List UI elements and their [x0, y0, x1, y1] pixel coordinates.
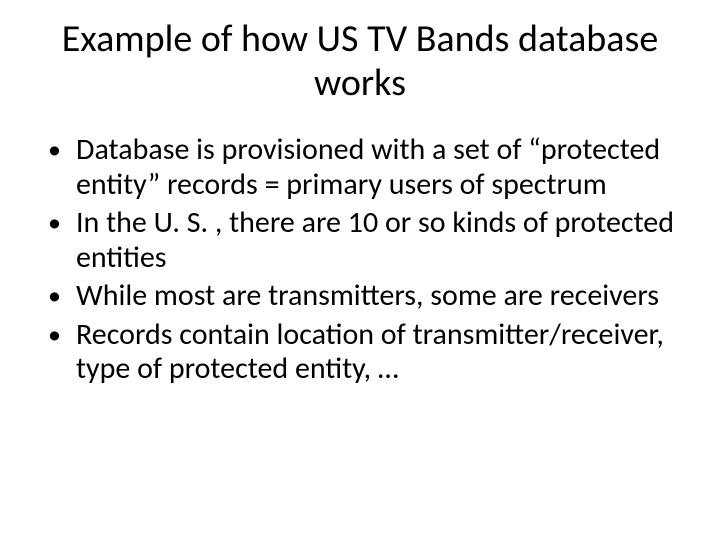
list-item: Database is provisioned with a set of “p…	[48, 133, 680, 202]
slide-title: Example of how US TV Bands database work…	[40, 18, 680, 105]
slide: Example of how US TV Bands database work…	[0, 0, 720, 540]
list-item: In the U. S. , there are 10 or so kinds …	[48, 206, 680, 275]
bullet-list: Database is provisioned with a set of “p…	[40, 133, 680, 387]
list-item: While most are transmitters, some are re…	[48, 279, 680, 314]
list-item: Records contain location of transmitter/…	[48, 318, 680, 387]
